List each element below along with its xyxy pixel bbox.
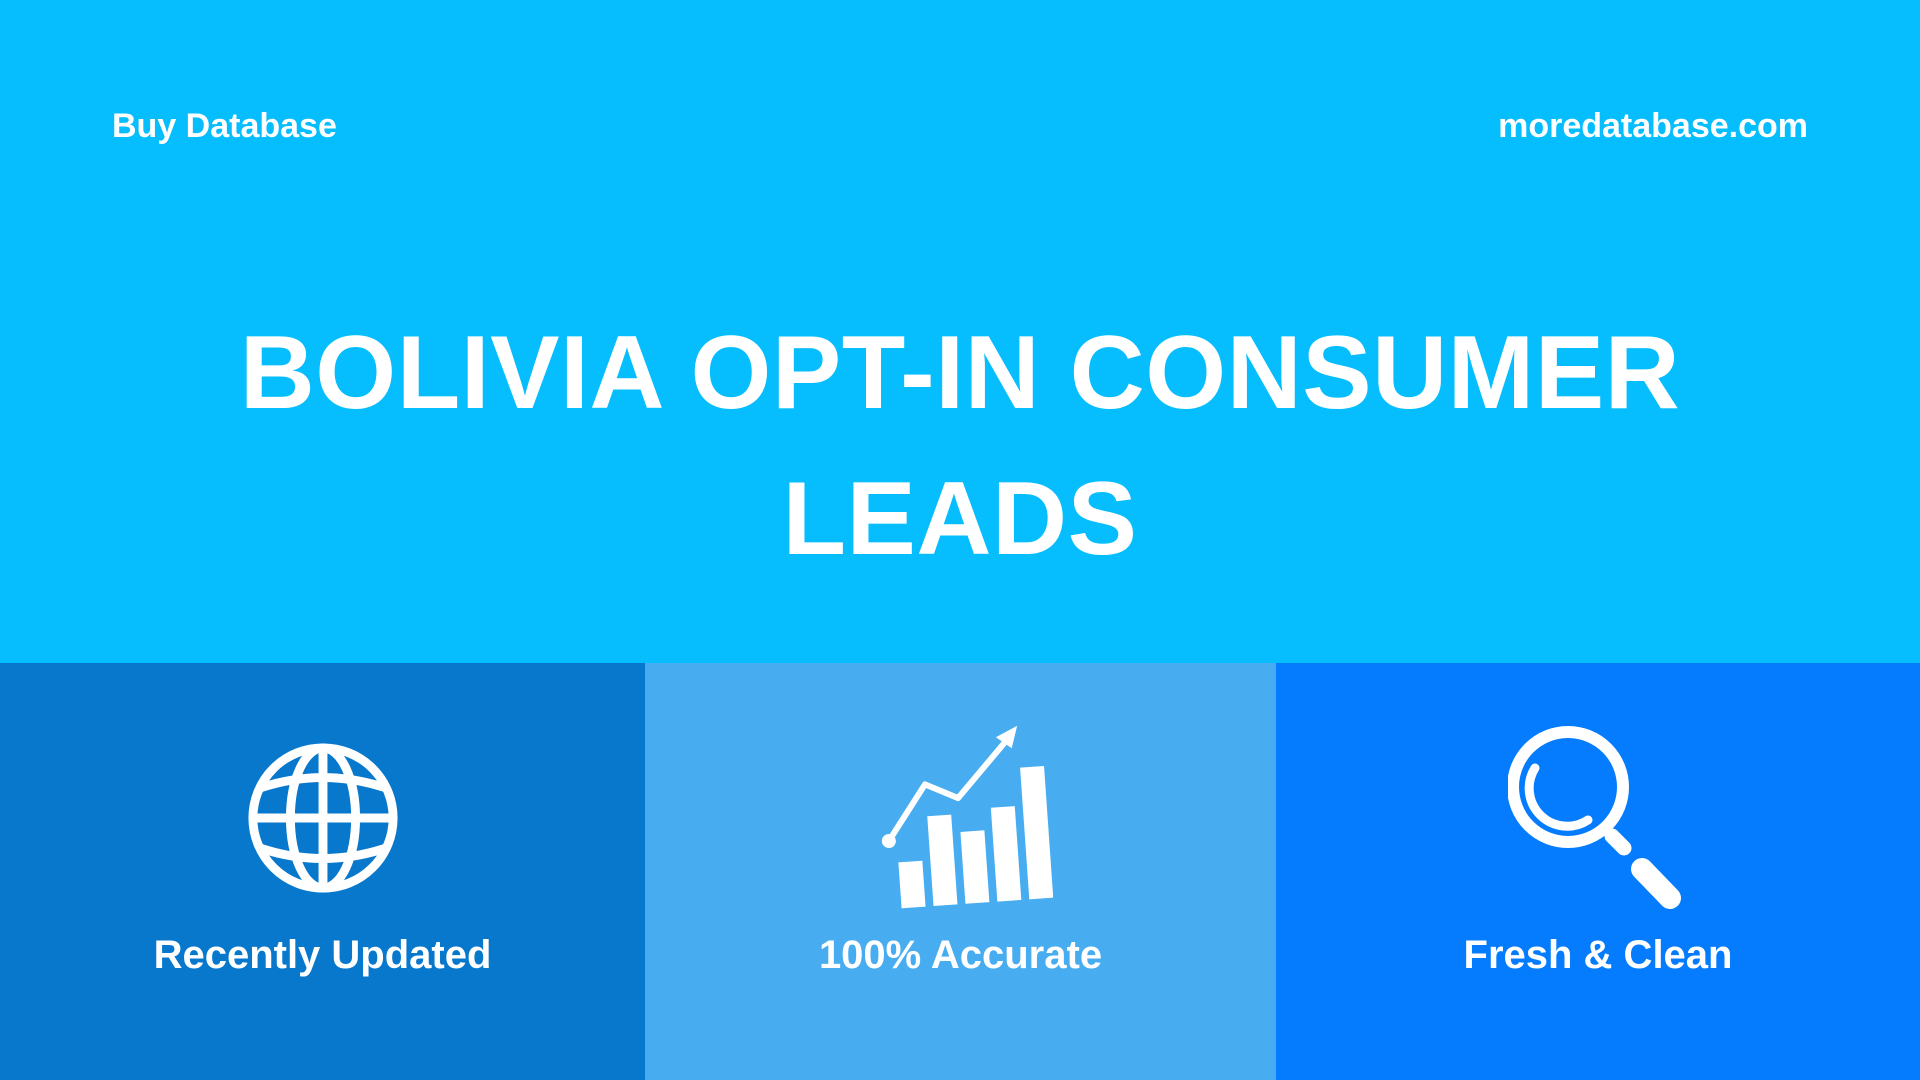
feature-label-recently-updated: Recently Updated (153, 933, 492, 977)
feature-panels: Recently Updated 100 (0, 663, 1920, 1080)
globe-icon (244, 727, 402, 909)
buy-database-link[interactable]: Buy Database (112, 107, 337, 145)
site-url-link[interactable]: moredatabase.com (1498, 107, 1808, 145)
bar-chart-icon (868, 725, 1053, 909)
feature-label-fresh-clean: Fresh & Clean (1463, 933, 1733, 977)
feature-panel-accurate: 100% Accurate (645, 663, 1276, 1080)
page-title-line2: LEADS (782, 461, 1138, 577)
feature-panel-fresh-clean: Fresh & Clean (1276, 663, 1920, 1080)
page-title: BOLIVIA OPT-IN CONSUMER LEADS (0, 300, 1920, 592)
magnifying-glass-icon (1508, 725, 1688, 909)
feature-panel-recently-updated: Recently Updated (0, 663, 645, 1080)
page-title-line1: BOLIVIA OPT-IN CONSUMER (239, 315, 1681, 431)
feature-label-accurate: 100% Accurate (818, 933, 1103, 977)
